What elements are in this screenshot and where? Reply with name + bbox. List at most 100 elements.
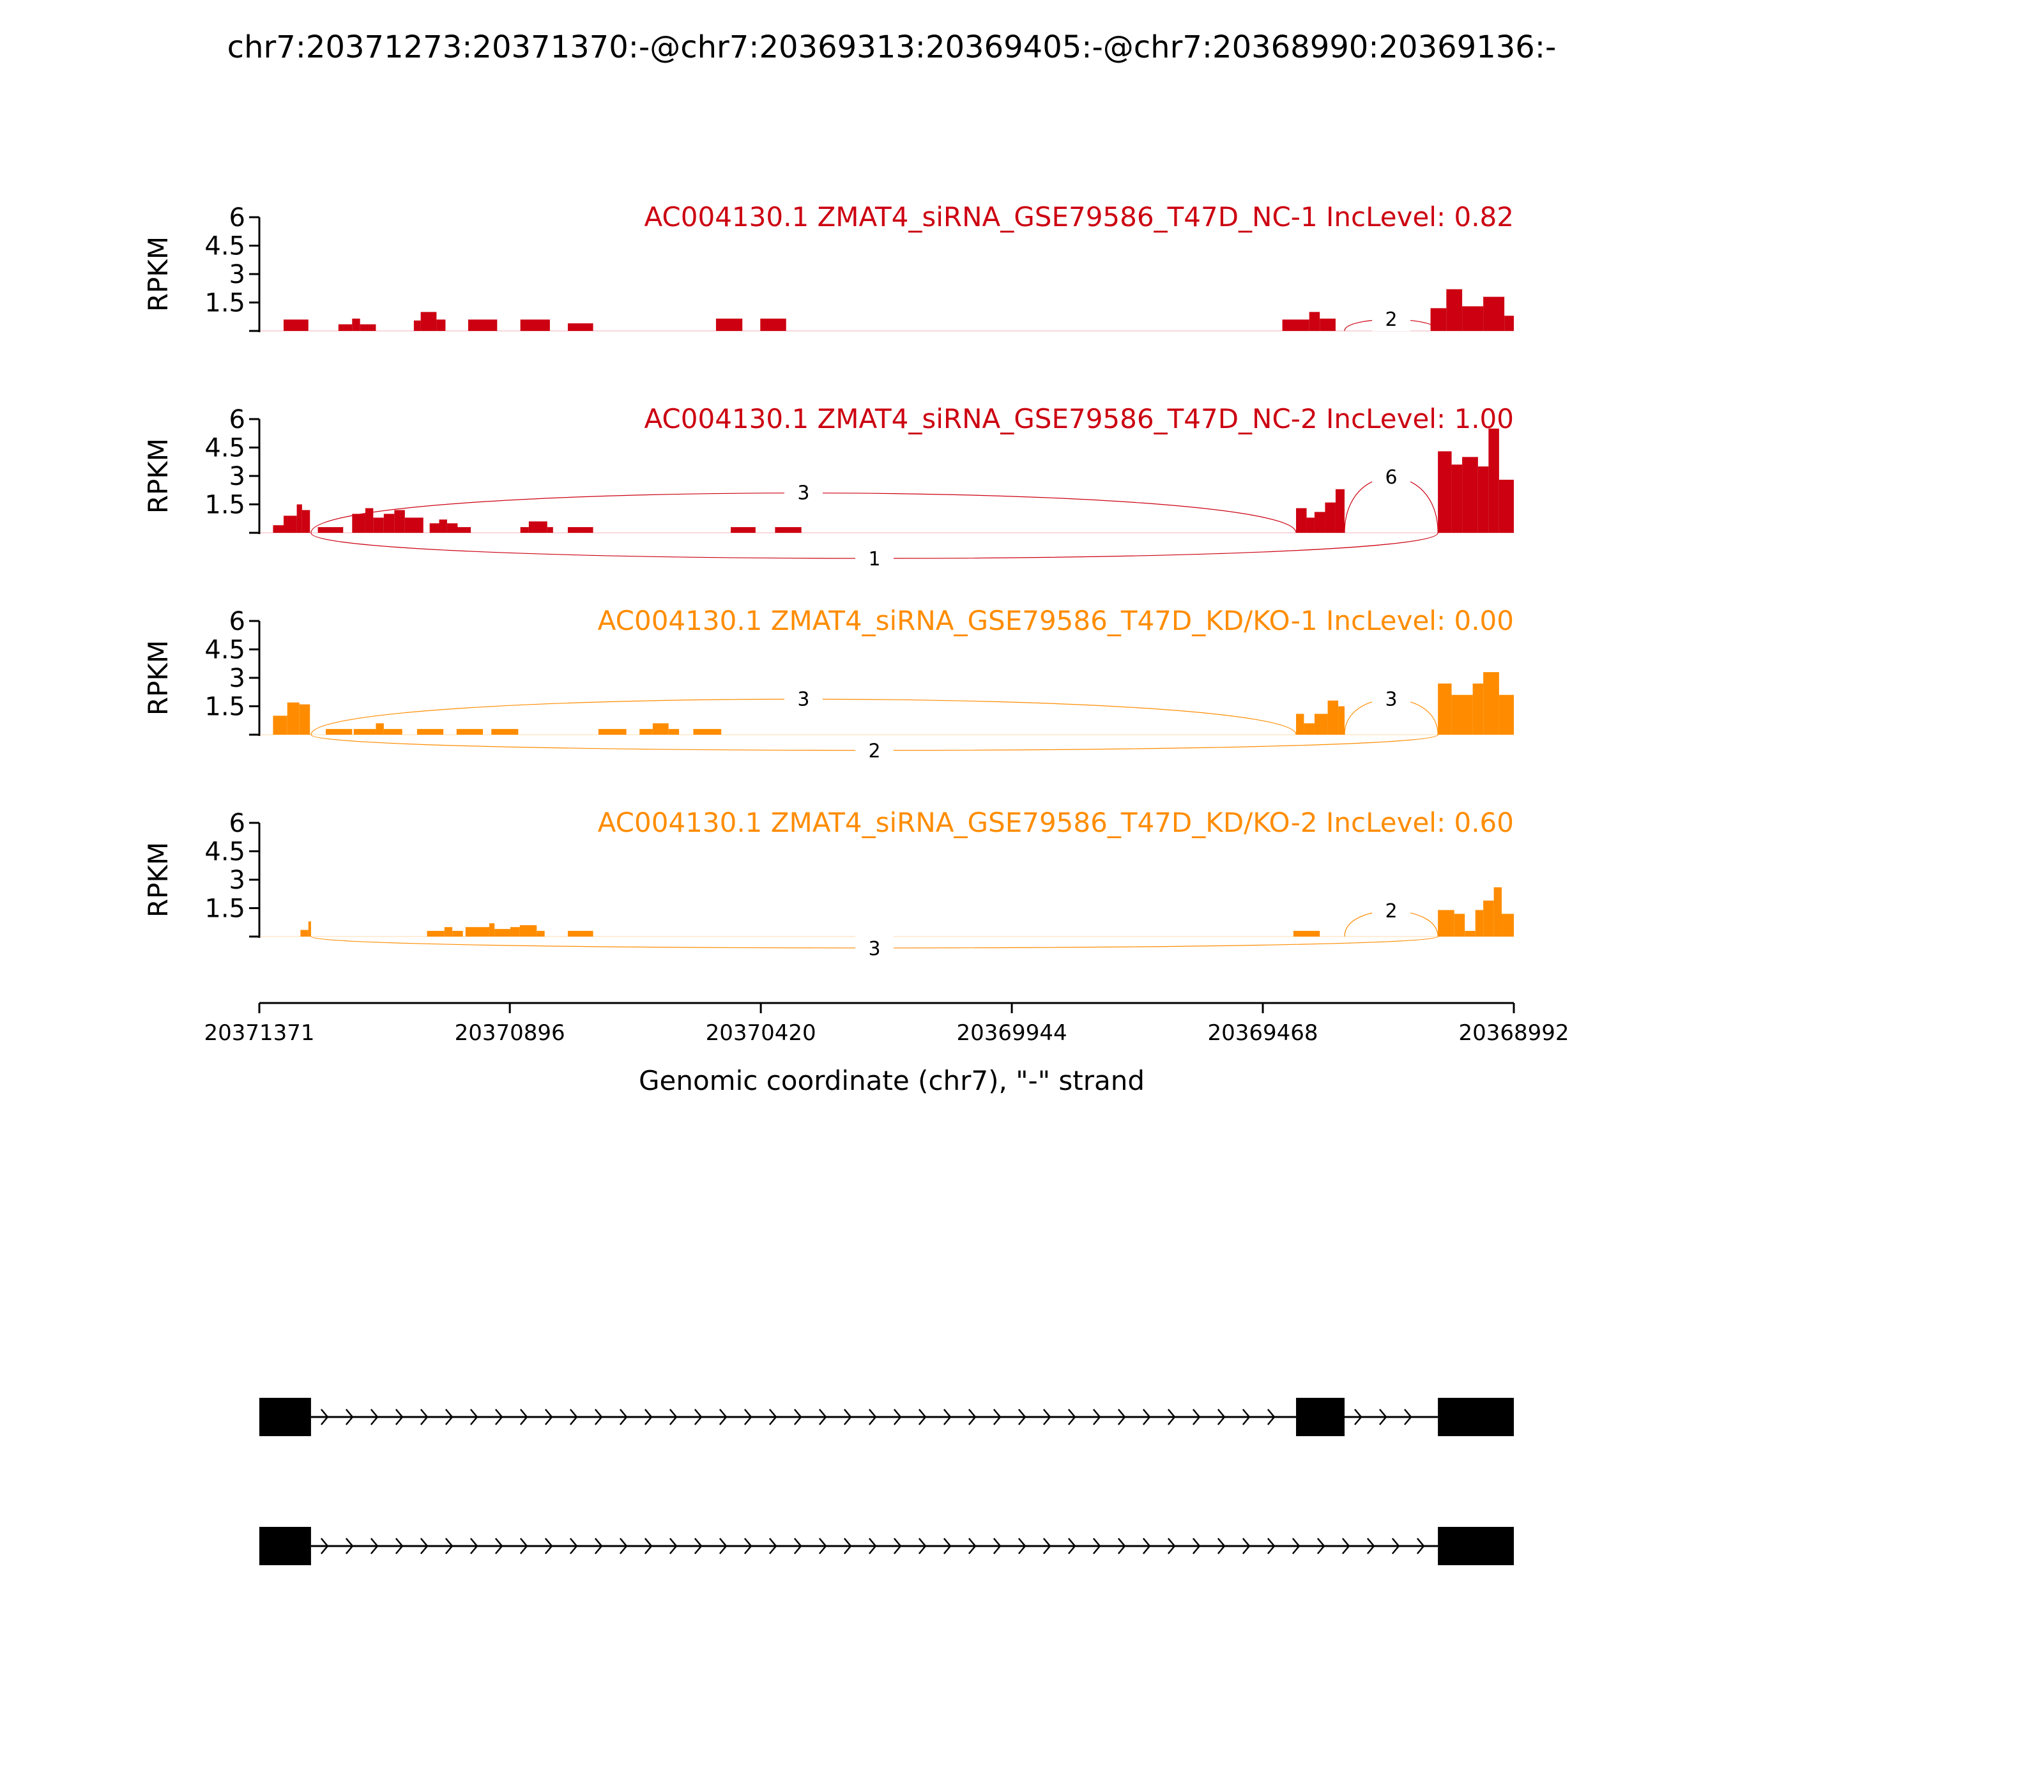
strand-arrow [719,1409,728,1425]
coverage-bar [1483,672,1499,735]
coverage-bar [439,519,447,533]
coverage-bar [383,729,402,735]
coverage-bar [452,931,463,937]
strand-arrow [1316,1538,1325,1554]
coverage-bar [567,323,593,331]
strand-arrow [669,1409,678,1425]
strand-arrow [594,1409,603,1425]
x-tick-label: 20371371 [204,1020,314,1046]
coverage-bar [465,927,489,937]
x-tick-label: 20370896 [455,1020,565,1046]
strand-arrow [968,1538,977,1554]
coverage-bar [1454,914,1465,937]
y-tick-label: 1.5 [204,289,245,318]
coverage-bar [365,508,374,533]
strand-arrow [1391,1538,1400,1554]
coverage-bar [520,527,529,533]
strand-arrow [519,1538,528,1554]
strand-arrow [968,1409,977,1425]
coverage-bar [1314,512,1325,533]
strand-arrow [669,1538,678,1554]
coverage-bar [1438,683,1452,735]
strand-arrow [345,1409,354,1425]
junction-count: 6 [1385,466,1398,489]
strand-arrow [843,1538,852,1554]
coverage-bar [1465,931,1476,937]
strand-arrow [1067,1538,1076,1554]
y-tick-label: 3 [229,462,245,491]
coverage-bar [598,729,627,735]
y-axis-label: RPKM [142,842,174,917]
y-axis-label: RPKM [142,640,174,716]
x-axis-label: Genomic coordinate (chr7), "-" strand [639,1065,1145,1096]
strand-arrow [594,1538,603,1554]
panel-title: AC004130.1 ZMAT4_siRNA_GSE79586_T47D_NC-… [644,201,1514,233]
strand-arrow [719,1538,728,1554]
junction-label-bg [855,546,894,571]
coverage-bar [652,723,669,735]
strand-arrow [569,1538,578,1554]
coverage-bar [1306,517,1315,533]
coverage-bar [1338,706,1345,735]
strand-arrow [843,1409,852,1425]
x-tick-label: 20370420 [706,1020,816,1046]
coverage-bar [1475,910,1484,937]
coverage-bar [1488,428,1499,533]
junction-label-bg [784,686,823,711]
y-axis-label: RPKM [142,438,174,514]
y-tick-label: 6 [229,405,245,434]
gene-model [259,1398,1514,1436]
strand-arrow [644,1409,653,1425]
strand-arrow [1341,1538,1350,1554]
coverage-bar [468,319,498,331]
junction-count: 3 [797,688,809,710]
x-tick-label: 20368992 [1458,1020,1569,1046]
coverage-bar [1430,308,1447,331]
coverage-bar [731,527,756,533]
coverage-bar [360,324,376,331]
junction-label-bg [1372,464,1411,489]
x-tick-label: 20369468 [1208,1020,1318,1046]
strand-arrow [370,1409,379,1425]
strand-arrow [818,1409,827,1425]
y-tick-label: 3 [229,260,245,289]
coverage-bar [283,516,297,533]
coverage-bar [283,319,309,331]
coverage-bar [436,319,446,331]
strand-arrow [768,1409,777,1425]
coverage-bar [494,929,510,937]
y-tick-label: 6 [229,607,245,636]
junction-label-bg [784,480,823,505]
coverage-bar [693,729,722,735]
coverage-bar [547,527,553,533]
coverage-bar [353,729,376,735]
strand-arrow [395,1538,404,1554]
strand-arrow [1067,1409,1076,1425]
strand-arrow [1042,1538,1051,1554]
coverage-bar [301,510,310,533]
panel-title: AC004130.1 ZMAT4_siRNA_GSE79586_T47D_NC-… [644,403,1514,434]
coverage-bar [1462,306,1484,331]
junction-count: 2 [1385,309,1398,331]
y-tick-label: 1.5 [204,693,245,722]
x-axis: 20371371 20370896 20370420 20369944 20369468… [204,1002,1569,1046]
y-tick-label: 3 [229,866,245,895]
strand-arrow [370,1538,379,1554]
coverage-bar [300,930,309,937]
strand-arrow [868,1409,877,1425]
strand-arrow [1117,1538,1126,1554]
coverage-bar [416,729,444,735]
y-axis-label: RPKM [142,236,174,312]
coverage-bar [413,320,421,331]
coverage-bar [299,704,310,735]
strand-arrow [544,1538,553,1554]
coverage-bar [383,514,395,533]
strand-arrow [768,1538,777,1554]
coverage-bar [489,923,495,937]
panel-title: AC004130.1 ZMAT4_siRNA_GSE79586_T47D_KD/… [598,807,1514,838]
coverage-bar [453,527,471,533]
strand-arrow [1217,1538,1226,1554]
